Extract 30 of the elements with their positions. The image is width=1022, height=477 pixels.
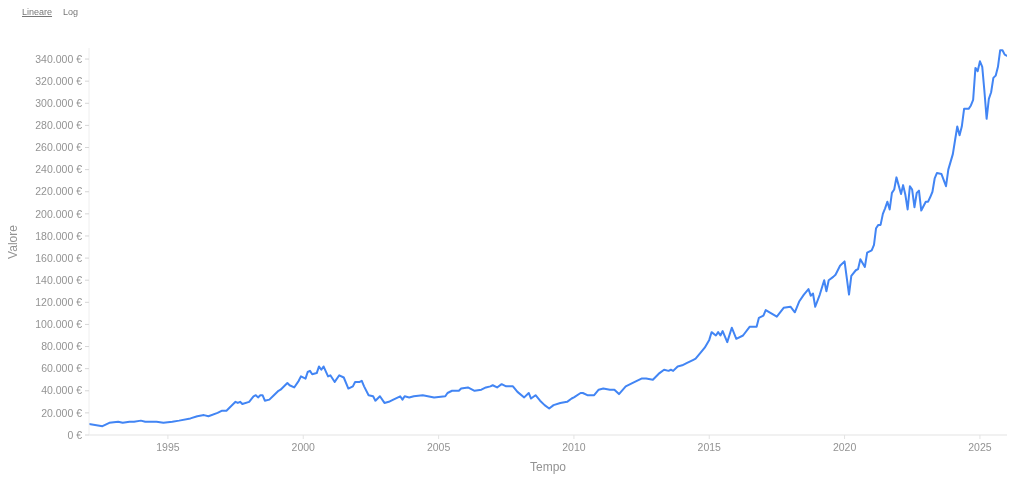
y-tick-label: 260.000 € <box>35 141 83 154</box>
y-tick-label: 220.000 € <box>35 185 83 198</box>
line-series <box>89 49 1007 428</box>
y-tick-label: 40.000 € <box>41 384 83 397</box>
text: Log <box>63 7 79 17</box>
x-tick-label: 2000 <box>291 441 316 454</box>
y-tick-label: 340.000 € <box>35 52 83 65</box>
y-tick-label: 240.000 € <box>35 163 83 176</box>
x-tick-label: 2005 <box>426 441 451 454</box>
y-axis-title: Valore <box>6 225 20 259</box>
y-tick-label: 280.000 € <box>35 119 83 132</box>
x-axis-title: Tempo <box>529 460 567 474</box>
y-tick-label: 200.000 € <box>35 207 83 220</box>
y-tick-label: 320.000 € <box>35 74 83 87</box>
y-tick-label: 80.000 € <box>41 340 83 353</box>
x-tick-label: 2025 <box>968 441 992 454</box>
y-tick-label: 180.000 € <box>35 229 83 242</box>
text: Lineare <box>22 7 53 17</box>
x-tick-label: 1995 <box>156 441 180 454</box>
y-tick-label: 0 € <box>67 428 83 441</box>
x-tick-label: 2015 <box>697 441 722 454</box>
x-tick-label: 2020 <box>832 441 857 454</box>
y-tick-label: 160.000 € <box>35 251 83 264</box>
y-tick-label: 100.000 € <box>35 318 83 331</box>
y-tick-label: 20.000 € <box>41 406 83 419</box>
y-tick-label: 60.000 € <box>41 362 83 375</box>
y-tick-label: 300.000 € <box>35 97 83 110</box>
y-tick-label: 140.000 € <box>35 273 83 286</box>
x-tick-label: 2010 <box>562 441 586 454</box>
y-tick-label: 120.000 € <box>35 296 83 309</box>
